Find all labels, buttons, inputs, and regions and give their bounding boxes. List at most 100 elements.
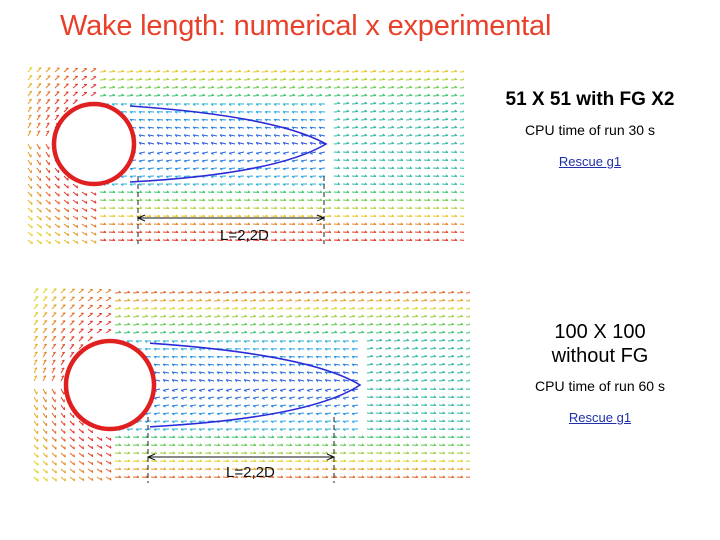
velocity-arrow-head [310, 69, 314, 72]
velocity-arrow [342, 404, 350, 407]
velocity-arrow-head [246, 111, 250, 114]
velocity-arrow-head [391, 214, 395, 217]
rescue-link[interactable]: Rescue g1 [568, 410, 632, 425]
velocity-arrow-head [337, 158, 341, 161]
velocity-arrow-head [424, 298, 428, 301]
velocity-arrow-head [165, 152, 169, 155]
velocity-arrow-head [252, 356, 256, 359]
velocity-arrow-head [58, 217, 60, 221]
velocity-arrow [96, 329, 103, 334]
velocity-arrow-head [280, 435, 284, 438]
velocity-arrow-head [316, 290, 320, 293]
velocity-arrow [42, 404, 47, 411]
velocity-arrow [352, 371, 359, 374]
velocity-arrow [165, 126, 173, 129]
velocity-arrow-head [121, 198, 125, 201]
velocity-arrow-head [409, 133, 413, 136]
velocity-arrow [307, 379, 314, 382]
velocity-arrow [96, 468, 103, 473]
velocity-arrow-head [379, 378, 383, 381]
velocity-arrow-head [379, 411, 383, 414]
velocity-arrow [60, 320, 66, 326]
velocity-arrow-head [244, 435, 248, 438]
velocity-arrow-head [316, 451, 320, 454]
velocity-arrow-head [442, 346, 446, 349]
velocity-arrow-head [192, 142, 196, 145]
velocity-arrow-head [174, 183, 178, 187]
velocity-arrow-head [163, 459, 167, 462]
velocity-arrow-head [280, 459, 284, 462]
velocity-arrow-head [235, 459, 239, 462]
velocity-arrow-head [216, 356, 220, 359]
velocity-arrow [63, 75, 69, 81]
velocity-arrow-head [139, 85, 143, 88]
dimension-arrow-right [316, 214, 326, 222]
velocity-arrow [60, 336, 66, 342]
velocity-arrow-head [342, 340, 346, 343]
velocity-arrow-head [44, 327, 47, 330]
velocity-arrow [171, 404, 179, 407]
velocity-arrow-head [163, 290, 167, 293]
velocity-arrow-head [289, 298, 293, 301]
velocity-arrow-head [460, 322, 464, 325]
velocity-arrow [60, 304, 66, 310]
velocity-arrow-head [208, 443, 212, 446]
velocity-arrow-head [64, 470, 66, 474]
velocity-arrow-head [460, 467, 464, 470]
velocity-arrow-head [319, 77, 323, 80]
velocity-arrow-head [400, 141, 404, 144]
velocity-arrow [333, 355, 341, 358]
velocity-arrow-head [100, 453, 103, 457]
velocity-arrow-head [406, 314, 410, 317]
velocity-arrow [78, 288, 85, 294]
velocity-arrow-head [103, 206, 107, 209]
velocity-arrow-head [433, 346, 437, 349]
velocity-arrow-head [112, 238, 116, 241]
velocity-arrow [51, 444, 57, 450]
velocity-arrow [138, 159, 146, 162]
velocity-arrow-head [216, 428, 220, 432]
velocity-arrow-head [400, 222, 404, 225]
velocity-arrow [36, 75, 42, 81]
velocity-arrow [333, 363, 341, 366]
velocity-arrow [325, 388, 332, 391]
velocity-arrow-head [217, 314, 221, 317]
velocity-arrow-head [370, 419, 374, 422]
rescue-link[interactable]: Rescue g1 [558, 154, 622, 169]
velocity-arrow-head [138, 168, 142, 171]
velocity-arrow-head [325, 443, 329, 446]
velocity-arrow [297, 404, 305, 407]
velocity-arrow [207, 355, 215, 358]
velocity-arrow-head [175, 77, 179, 80]
velocity-arrow-head [454, 214, 458, 217]
velocity-arrow-head [301, 198, 305, 201]
velocity-arrow-head [210, 111, 214, 114]
velocity-arrow-head [82, 446, 85, 450]
velocity-arrow [192, 118, 200, 121]
velocity-arrow-head [174, 103, 178, 106]
velocity-arrow-head [283, 77, 287, 80]
velocity-arrow [309, 159, 317, 162]
velocity-arrow-head [202, 77, 206, 80]
velocity-arrow-head [37, 122, 41, 125]
velocity-arrow-head [333, 356, 337, 359]
velocity-arrow-head [328, 77, 332, 80]
velocity-arrow-head [406, 403, 410, 406]
velocity-arrow [36, 239, 42, 244]
velocity-arrow-head [190, 290, 194, 293]
velocity-arrow-head [406, 306, 410, 309]
velocity-arrow-head [388, 314, 392, 317]
velocity-arrow-head [85, 200, 88, 204]
velocity-arrow [307, 388, 314, 391]
velocity-arrow-head [283, 230, 287, 233]
velocity-arrow-head [207, 340, 211, 343]
velocity-arrow [166, 142, 173, 145]
velocity-arrow-head [436, 230, 440, 233]
velocity-arrow [138, 118, 146, 121]
velocity-arrow-head [238, 206, 242, 209]
velocity-arrow-head [225, 340, 229, 343]
velocity-arrow [271, 371, 278, 374]
velocity-arrow-head [292, 190, 296, 193]
velocity-arrow-head [445, 166, 449, 169]
velocity-arrow-head [373, 198, 377, 201]
